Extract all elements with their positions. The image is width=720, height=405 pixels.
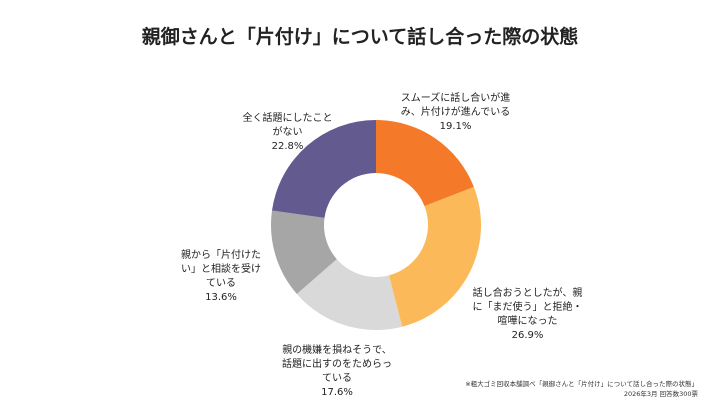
segment-label: 話し合おうとしたが、親に「まだ使う」と拒絶・喧嘩になった 26.9% xyxy=(470,287,585,343)
segment-label: 全く話題にしたことがない 22.8% xyxy=(240,112,335,154)
category-label: 全く話題にしたことがない xyxy=(242,113,333,138)
source-note: 2026年3月 回答数300票 xyxy=(623,390,698,398)
value-label: 19.1% xyxy=(439,121,472,132)
donut-segment xyxy=(272,120,376,218)
donut-segment xyxy=(388,186,482,327)
category-label: 話し合おうとしたが、親に「まだ使う」と拒絶・喧嘩になった xyxy=(472,288,583,327)
segment-label: 親から「片付けたい」と相談を受けている 13.6% xyxy=(180,249,262,305)
segment-label: 親の機嫌を損ねそうで、話題に出すのをためらっている 17.6% xyxy=(282,344,392,400)
donut-segment xyxy=(271,210,337,294)
value-label: 22.8% xyxy=(271,141,304,152)
value-label: 13.6% xyxy=(205,292,237,303)
segment-label: スムーズに話し合いが進み、片付けが進んでいる 19.1% xyxy=(398,92,513,134)
source-note: ※粗大ゴミ回収本舗調べ「親御さんと「片付け」について話し合った際の状態」 xyxy=(465,380,698,388)
value-label: 17.6% xyxy=(321,387,353,398)
category-label: 親の機嫌を損ねそうで、話題に出すのをためらっている xyxy=(282,345,392,384)
value-label: 26.9% xyxy=(511,330,544,341)
donut-segment xyxy=(376,120,474,207)
donut-segment xyxy=(296,259,403,330)
category-label: 親から「片付けたい」と相談を受けている xyxy=(181,250,261,289)
chart-title: 親御さんと「片付け」について話し合った際の状態 xyxy=(141,26,579,48)
category-label: スムーズに話し合いが進み、片付けが進んでいる xyxy=(400,93,511,118)
